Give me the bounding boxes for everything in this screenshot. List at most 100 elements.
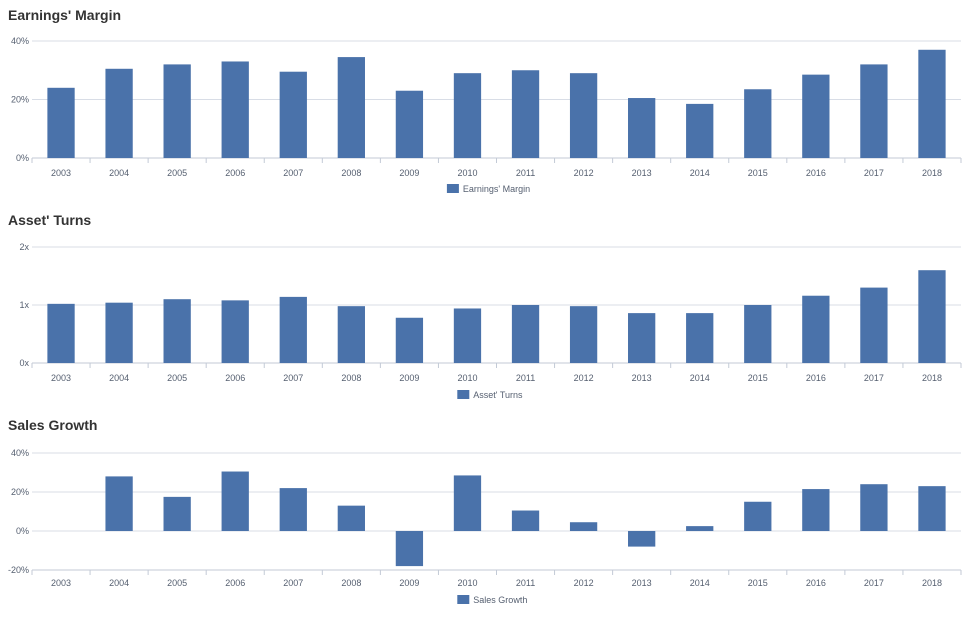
bar xyxy=(47,303,75,363)
bar xyxy=(279,71,307,158)
y-tick-label: 0% xyxy=(16,526,29,536)
x-tick-label: 2011 xyxy=(516,168,535,178)
y-tick-label: 20% xyxy=(11,487,29,497)
x-tick-label: 2016 xyxy=(806,373,826,383)
bar xyxy=(221,61,249,158)
x-tick-label: 2008 xyxy=(341,168,361,178)
x-tick-label: 2018 xyxy=(922,578,942,588)
y-tick-label: -20% xyxy=(8,565,29,575)
bar xyxy=(802,489,830,531)
x-tick-label: 2015 xyxy=(748,373,768,383)
sales-growth-chart: -20% 0% 20% 40% 2003 2004 2005 2006 2007 2008 2009… xyxy=(8,448,962,605)
bar xyxy=(279,296,307,363)
bar xyxy=(802,295,830,363)
legend-swatch xyxy=(457,595,470,604)
x-tick-label: 2010 xyxy=(457,373,477,383)
bar xyxy=(628,531,656,547)
x-tick-label: 2007 xyxy=(283,578,303,588)
bar xyxy=(163,496,191,531)
x-tick-label: 2006 xyxy=(225,168,245,178)
x-tick-label: 2015 xyxy=(748,168,768,178)
bar xyxy=(511,305,540,363)
bar xyxy=(47,87,75,158)
x-tick-label: 2009 xyxy=(399,373,419,383)
y-tick-label: 20% xyxy=(11,95,29,105)
bar xyxy=(453,475,482,531)
x-tick-label: 2005 xyxy=(167,168,187,178)
y-tick-label: 2x xyxy=(19,242,29,252)
x-tick-label: 2018 xyxy=(922,373,942,383)
y-tick-label: 40% xyxy=(11,448,29,458)
bar xyxy=(744,89,772,158)
bar xyxy=(279,488,307,531)
bar xyxy=(453,308,482,363)
bar xyxy=(105,68,133,158)
x-tick-label: 2003 xyxy=(51,373,71,383)
bar xyxy=(511,70,540,158)
x-tick-label: 2018 xyxy=(922,168,942,178)
y-tick-label: 0% xyxy=(16,153,29,163)
x-tick-label: 2013 xyxy=(632,373,652,383)
bar xyxy=(569,73,598,158)
x-tick-label: 2014 xyxy=(690,578,710,588)
bar xyxy=(686,313,714,363)
sales-growth-panel: Sales Growth -20% 0% 20% 40% 2003 2004 2005 200… xyxy=(0,412,975,627)
x-tick-label: 2009 xyxy=(399,578,419,588)
legend-label: Earnings' Margin xyxy=(463,184,530,194)
x-tick-label: 2016 xyxy=(806,578,826,588)
earnings-margin-chart: 0% 20% 40% 2003 2004 2005 2006 2007 2008 2009 2010… xyxy=(11,36,962,194)
bar xyxy=(918,486,946,531)
x-tick-label: 2007 xyxy=(283,168,303,178)
x-tick-label: 2008 xyxy=(341,373,361,383)
x-tick-label: 2012 xyxy=(574,168,594,178)
x-tick-label: 2007 xyxy=(283,373,303,383)
bar xyxy=(860,64,888,158)
bar xyxy=(395,90,424,158)
x-tick-label: 2006 xyxy=(225,373,245,383)
bar xyxy=(337,505,365,531)
legend-label: Sales Growth xyxy=(473,595,527,605)
bar xyxy=(744,305,772,363)
bar xyxy=(511,510,540,531)
x-tick-label: 2005 xyxy=(167,373,187,383)
bar xyxy=(163,64,191,158)
x-tick-label: 2011 xyxy=(516,578,535,588)
legend-swatch xyxy=(446,184,459,193)
x-tick-label: 2013 xyxy=(632,168,652,178)
earnings-margin-panel: Earnings' Margin 0% 20% 40% 2003 2004 2005 200… xyxy=(0,0,975,205)
y-tick-label: 0x xyxy=(19,358,29,368)
x-tick-label: 2004 xyxy=(109,578,129,588)
x-tick-label: 2009 xyxy=(399,168,419,178)
bar xyxy=(337,57,365,158)
y-tick-label: 40% xyxy=(11,36,29,46)
bar xyxy=(628,313,656,363)
bar xyxy=(105,302,133,363)
x-tick-label: 2017 xyxy=(864,168,884,178)
x-tick-label: 2015 xyxy=(748,578,768,588)
bar xyxy=(802,74,830,158)
x-tick-label: 2011 xyxy=(516,373,535,383)
chart-title: Asset' Turns xyxy=(8,212,92,228)
x-tick-label: 2017 xyxy=(864,373,884,383)
bar xyxy=(860,287,888,363)
bar xyxy=(918,270,946,363)
bar xyxy=(163,299,191,363)
chart-title: Sales Growth xyxy=(8,417,98,433)
x-tick-label: 2017 xyxy=(864,578,884,588)
x-tick-label: 2016 xyxy=(806,168,826,178)
x-tick-label: 2003 xyxy=(51,168,71,178)
bar xyxy=(105,476,133,531)
bar xyxy=(628,98,656,158)
bar xyxy=(686,103,714,158)
x-tick-label: 2014 xyxy=(690,168,710,178)
bar xyxy=(395,531,424,567)
bar xyxy=(395,317,424,363)
bar xyxy=(744,501,772,531)
x-tick-label: 2014 xyxy=(690,373,710,383)
x-tick-label: 2010 xyxy=(457,578,477,588)
x-tick-label: 2013 xyxy=(632,578,652,588)
x-tick-label: 2004 xyxy=(109,168,129,178)
asset-turns-chart: 0x 1x 2x 2003 2004 2005 2006 2007 2008 2009 2010 20… xyxy=(19,242,962,400)
bar xyxy=(569,522,598,531)
asset-turns-panel: Asset' Turns 0x 1x 2x 2003 2004 2005 2006 2007 2… xyxy=(0,205,975,412)
